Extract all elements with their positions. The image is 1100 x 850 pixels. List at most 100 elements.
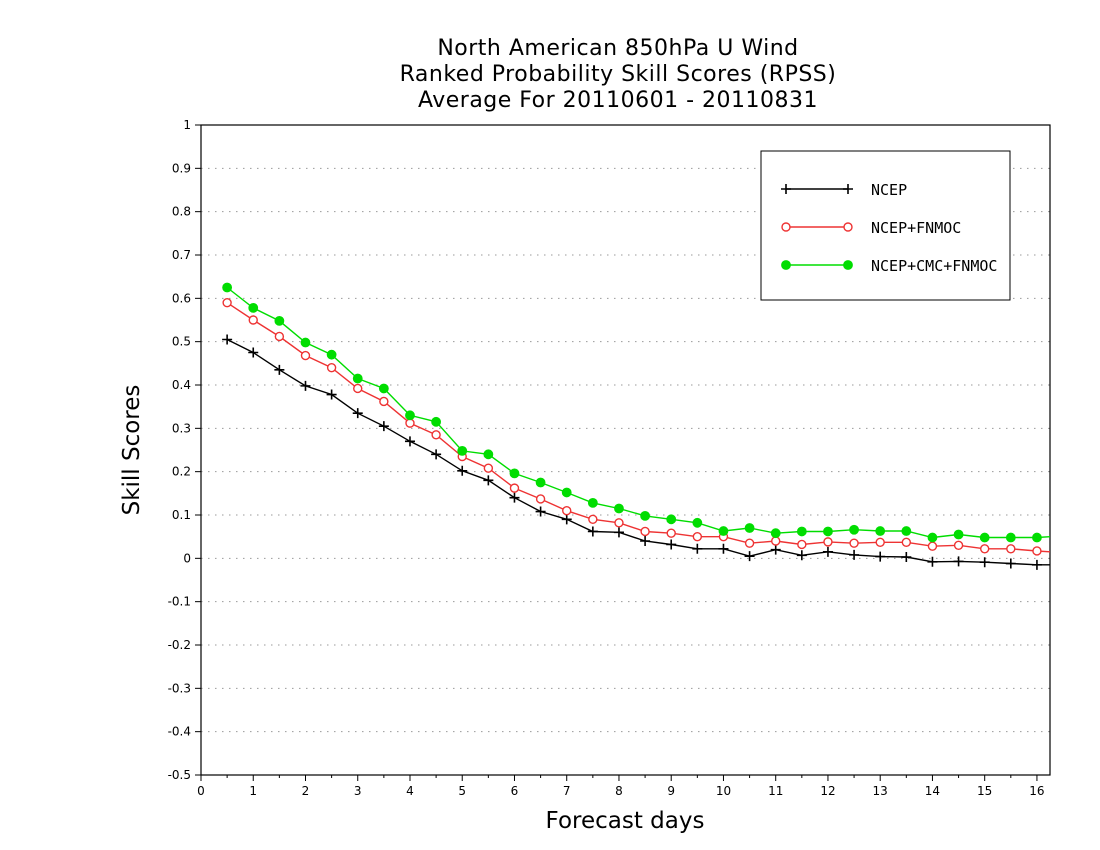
data-point — [979, 557, 990, 568]
data-point — [849, 524, 859, 535]
x-tick-label: 5 — [458, 784, 466, 798]
legend: NCEP NCEP+FNMOC NCEP+CMC+FNMOC — [760, 150, 1011, 301]
y-tick-label: -0.2 — [168, 638, 191, 652]
data-point — [640, 510, 650, 521]
data-point — [457, 445, 468, 456]
y-tick-label: 0.4 — [172, 378, 191, 392]
series-line — [226, 338, 1050, 566]
data-point — [509, 468, 520, 479]
x-tick-label: 10 — [716, 784, 731, 798]
y-tick-label: 0.5 — [172, 335, 191, 349]
y-tick-label: -0.3 — [168, 681, 191, 695]
data-point — [405, 418, 415, 428]
data-point — [823, 526, 833, 537]
data-point — [744, 551, 755, 562]
y-tick-label: 0.3 — [172, 421, 191, 435]
data-point — [561, 487, 572, 498]
data-point — [797, 539, 807, 550]
data-point — [953, 529, 964, 540]
data-point — [718, 543, 729, 554]
chart-title: North American 850hPa U Wind — [437, 36, 799, 61]
data-point — [927, 532, 938, 543]
x-tick-label: 13 — [873, 784, 888, 798]
data-point — [222, 334, 233, 345]
data-point — [901, 537, 912, 547]
data-point — [326, 349, 337, 360]
series-layer — [222, 282, 1051, 570]
y-tick-label: -0.4 — [168, 725, 191, 739]
data-point — [561, 514, 572, 525]
x-axis-title: Forecast days — [545, 808, 705, 834]
data-point — [875, 537, 885, 547]
data-point — [770, 544, 781, 555]
data-point — [927, 541, 938, 551]
data-point — [849, 538, 859, 548]
data-point — [353, 383, 363, 394]
x-tick-label: 14 — [925, 784, 940, 798]
data-point — [822, 546, 833, 557]
legend-label: NCEP — [871, 181, 907, 199]
data-point — [300, 337, 311, 348]
data-point — [431, 449, 442, 460]
data-point — [509, 483, 520, 493]
data-point — [613, 527, 624, 538]
data-point — [979, 532, 990, 543]
y-tick-label: -0.5 — [168, 768, 191, 782]
data-point — [300, 350, 311, 361]
data-point — [587, 526, 598, 537]
data-point — [796, 550, 807, 561]
x-tick-label: 1 — [249, 784, 257, 798]
data-point — [562, 505, 572, 516]
data-point — [352, 408, 363, 419]
x-tick-label: 9 — [667, 784, 675, 798]
data-point — [352, 373, 363, 384]
y-tick-label: 0.2 — [172, 465, 191, 479]
data-point — [692, 531, 703, 542]
x-tick-label: 16 — [1029, 784, 1044, 798]
x-tick-label: 3 — [354, 784, 362, 798]
data-point — [1005, 558, 1016, 569]
legend-marker — [781, 184, 791, 194]
x-tick-label: 6 — [511, 784, 519, 798]
data-point — [326, 362, 337, 373]
data-point — [953, 556, 964, 567]
data-point — [483, 475, 494, 486]
data-point — [1006, 544, 1016, 554]
y-tick-label: 1 — [183, 118, 191, 132]
y-tick-label: 0 — [183, 551, 191, 565]
data-point — [535, 477, 546, 488]
y-tick-label: -0.1 — [168, 595, 191, 609]
data-point — [1032, 532, 1042, 543]
y-tick-label: 0.9 — [172, 161, 191, 175]
data-point — [404, 436, 415, 447]
x-tick-label: 11 — [768, 784, 783, 798]
data-point — [614, 503, 624, 514]
x-tick-label: 8 — [615, 784, 623, 798]
data-point — [535, 494, 546, 504]
data-point — [849, 549, 860, 560]
x-tick-label: 12 — [820, 784, 835, 798]
data-point — [378, 383, 389, 394]
data-point — [1032, 546, 1042, 556]
data-point — [300, 380, 311, 391]
legend-box — [760, 150, 1011, 301]
data-point — [457, 465, 468, 476]
data-point — [771, 536, 781, 546]
data-point — [274, 364, 285, 375]
plot-frame — [200, 124, 1051, 776]
data-point — [509, 492, 520, 503]
data-point — [823, 537, 833, 547]
y-tick-label: 0.8 — [172, 205, 191, 219]
y-tick-label: 0.7 — [172, 248, 191, 262]
legend-marker — [781, 260, 791, 270]
legend-label: NCEP+FNMOC — [871, 219, 961, 237]
data-point — [483, 449, 494, 460]
legend-marker — [843, 222, 853, 232]
data-point — [248, 315, 258, 325]
data-point — [222, 297, 232, 308]
data-point — [666, 514, 677, 525]
data-point — [901, 526, 912, 536]
data-point — [1031, 559, 1042, 570]
data-point — [796, 526, 807, 537]
